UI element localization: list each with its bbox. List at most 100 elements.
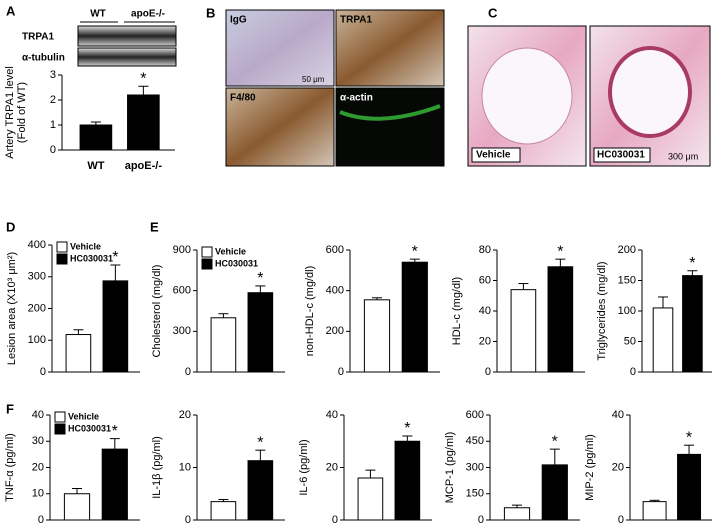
legend-swatch: [56, 241, 68, 253]
y-axis-label: non-HDL-c (mg/dl): [304, 266, 316, 356]
annotation: *: [140, 70, 146, 87]
histology-image: [335, 9, 445, 87]
x-tick-label: WT: [87, 160, 104, 172]
bar: [401, 261, 428, 373]
bar: [394, 440, 421, 521]
annotation: *: [257, 270, 263, 287]
y-tick-label: 900: [173, 244, 191, 256]
y-tick-label: 0: [338, 366, 344, 378]
bar: [642, 501, 667, 521]
y-tick-label: 40: [326, 409, 338, 421]
panel-letter: F: [6, 401, 14, 416]
legend-label: Vehicle: [215, 246, 246, 256]
annotation: *: [552, 433, 558, 450]
y-tick-label: 300: [466, 461, 484, 473]
legend-swatch: [54, 423, 66, 435]
y-axis-label: Lesion area (X10³ μm²): [6, 252, 18, 365]
y-tick-label: 20: [326, 461, 338, 473]
y-tick-label: 0: [40, 366, 46, 378]
y-tick-label: 600: [173, 285, 191, 297]
annotation: *: [412, 243, 418, 260]
lane-label: apoE-/-: [131, 9, 165, 20]
x-tick-label: apoE-/-: [125, 160, 163, 172]
y-tick-label: 600: [326, 244, 344, 256]
blot-label: TRPA1: [22, 32, 54, 43]
image-label: α-actin: [340, 93, 373, 104]
annotation: *: [112, 249, 118, 266]
y-tick-label: 400: [28, 239, 46, 251]
y-tick-label: 0: [485, 366, 491, 378]
y-tick-label: 10: [32, 488, 44, 500]
y-tick-label: 450: [466, 435, 484, 447]
blot-image: [77, 25, 177, 47]
annotation: *: [257, 434, 263, 451]
legend-label: Vehicle: [70, 241, 101, 251]
y-tick-label: 20: [612, 461, 624, 473]
annotation: *: [689, 255, 695, 272]
legend-swatch: [201, 258, 213, 270]
y-tick-label: 30: [32, 435, 44, 447]
y-tick-label: 300: [28, 271, 46, 283]
y-tick-label: 400: [326, 285, 344, 297]
legend-label: HC030031: [70, 253, 113, 263]
y-tick-label: 3: [50, 69, 56, 81]
y-tick-label: 80: [479, 244, 491, 256]
scale-label: 50 μm: [302, 75, 325, 84]
annotation: *: [686, 429, 692, 446]
bar: [547, 266, 574, 373]
bar: [65, 334, 92, 373]
y-tick-label: 600: [466, 409, 484, 421]
y-axis-label: MCP-1 (pg/ml): [444, 432, 456, 504]
y-tick-label: 0: [630, 366, 636, 378]
image-label: HC030031: [597, 150, 645, 161]
bar: [677, 453, 702, 521]
legend-label: HC030031: [215, 258, 258, 268]
y-axis-label: Artery TRPA1 level: [4, 66, 16, 159]
bar: [210, 501, 237, 521]
y-tick-label: 300: [173, 325, 191, 337]
bar: [79, 124, 113, 151]
y-tick-label: 0: [332, 514, 338, 526]
histology-image: [225, 87, 335, 167]
legend-swatch: [56, 253, 68, 265]
y-tick-label: 0: [618, 514, 624, 526]
y-tick-label: 20: [479, 335, 491, 347]
blot-image: [77, 47, 177, 67]
bar: [247, 292, 274, 373]
y-tick-label: 20: [32, 461, 44, 473]
bar: [503, 507, 531, 521]
bar: [363, 299, 391, 373]
panel-letter: D: [6, 219, 15, 234]
y-axis-label: (Fold of WT): [16, 82, 28, 143]
bar: [682, 275, 703, 373]
y-tick-label: 0: [185, 366, 191, 378]
y-tick-label: 200: [326, 325, 344, 337]
bar: [101, 448, 128, 521]
bar: [247, 460, 274, 521]
histology-image: [335, 87, 445, 167]
y-axis-label: TNF-α (pg/ml): [4, 433, 16, 502]
panel-letter: E: [150, 219, 159, 234]
y-axis-label: IL-1β (pg/ml): [151, 436, 163, 499]
y-tick-label: 150: [618, 274, 636, 286]
fluorescence: [339, 104, 441, 121]
histology-image: [225, 9, 335, 87]
bar: [127, 94, 160, 151]
label-box: [593, 147, 651, 163]
y-tick-label: 40: [479, 305, 491, 317]
legend-swatch: [54, 411, 66, 423]
y-tick-label: 200: [28, 302, 46, 314]
label-box: [471, 147, 521, 163]
bar: [357, 477, 384, 521]
y-tick-label: 0: [185, 514, 191, 526]
panel-letter: A: [6, 3, 16, 18]
bar: [541, 464, 568, 521]
bar: [210, 317, 237, 373]
y-tick-label: 40: [612, 409, 624, 421]
panel-letter: C: [488, 5, 498, 20]
y-tick-label: 60: [479, 274, 491, 286]
bar: [652, 307, 674, 373]
annotation: *: [557, 243, 563, 260]
y-tick-label: 0: [38, 514, 44, 526]
annotation: *: [112, 423, 118, 440]
